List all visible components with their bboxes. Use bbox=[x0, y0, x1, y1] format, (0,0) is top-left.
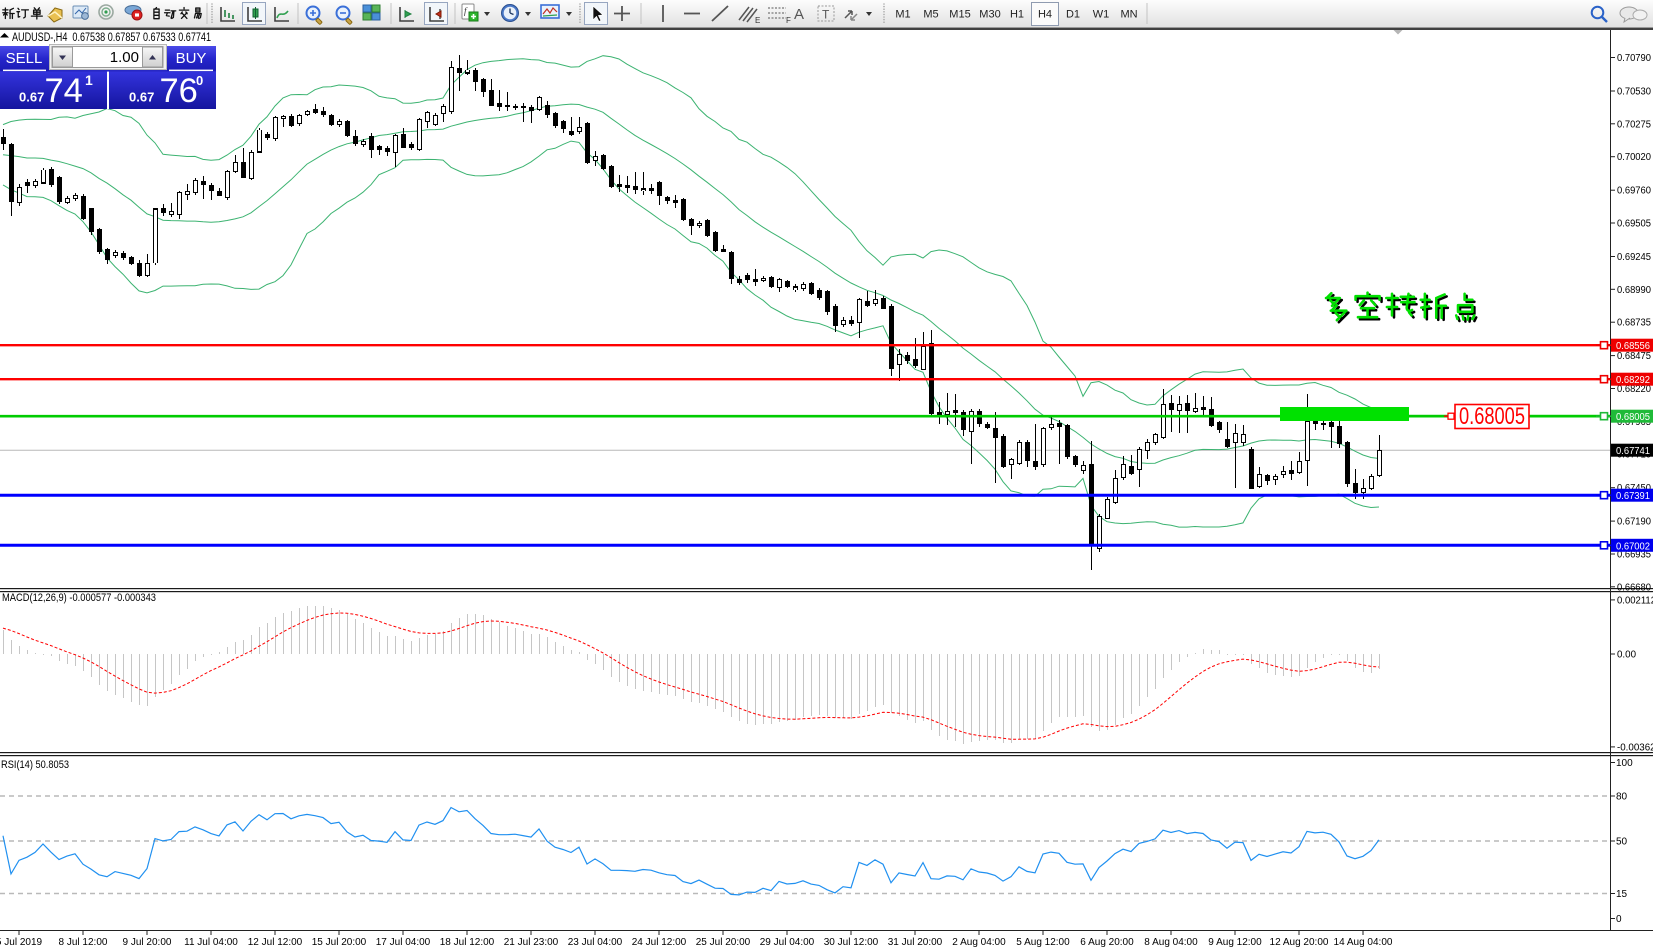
svg-text:5 Jul 2019: 5 Jul 2019 bbox=[0, 937, 43, 948]
svg-text:100: 100 bbox=[1616, 758, 1633, 769]
svg-text:MN: MN bbox=[1120, 9, 1137, 21]
svg-text:M5: M5 bbox=[923, 9, 938, 21]
svg-text:0.67: 0.67 bbox=[129, 90, 154, 105]
svg-text:MACD(12,26,9) -0.000577 -0.000: MACD(12,26,9) -0.000577 -0.000343 bbox=[2, 592, 156, 604]
svg-text:RSI(14) 50.8053: RSI(14) 50.8053 bbox=[1, 759, 69, 771]
svg-text:SELL: SELL bbox=[6, 50, 43, 67]
svg-text:0.70020: 0.70020 bbox=[1617, 152, 1651, 163]
svg-text:T: T bbox=[822, 8, 830, 22]
svg-text:2 Aug 04:00: 2 Aug 04:00 bbox=[952, 937, 1006, 948]
svg-text:80: 80 bbox=[1616, 792, 1628, 803]
svg-text:0.67190: 0.67190 bbox=[1617, 517, 1651, 528]
svg-text:17 Jul 04:00: 17 Jul 04:00 bbox=[376, 937, 431, 948]
svg-text:9 Jul 20:00: 9 Jul 20:00 bbox=[123, 937, 172, 948]
svg-text:0.67391: 0.67391 bbox=[1616, 491, 1650, 502]
svg-text:-0.003622: -0.003622 bbox=[1617, 742, 1653, 753]
svg-text:0.69245: 0.69245 bbox=[1617, 252, 1651, 263]
svg-text:76: 76 bbox=[160, 72, 198, 110]
svg-text:0.00: 0.00 bbox=[1617, 650, 1636, 661]
svg-text:M30: M30 bbox=[979, 9, 1000, 21]
svg-text:0.68005: 0.68005 bbox=[1616, 412, 1650, 423]
svg-text:AUDUSD-,H4 0.67538 0.67857 0.: AUDUSD-,H4 0.67538 0.67857 0.67533 0.677… bbox=[12, 32, 211, 44]
svg-text:M1: M1 bbox=[895, 9, 910, 21]
svg-text:25 Jul 20:00: 25 Jul 20:00 bbox=[696, 937, 751, 948]
svg-text:0.70790: 0.70790 bbox=[1617, 53, 1651, 64]
svg-text:0.68556: 0.68556 bbox=[1616, 341, 1650, 352]
svg-text:F: F bbox=[786, 16, 791, 25]
svg-text:0.68005: 0.68005 bbox=[1459, 403, 1525, 430]
svg-text:0.70275: 0.70275 bbox=[1617, 119, 1651, 130]
svg-text:E: E bbox=[755, 16, 760, 25]
svg-text:0.69760: 0.69760 bbox=[1617, 186, 1651, 197]
svg-text:8 Jul 12:00: 8 Jul 12:00 bbox=[59, 937, 108, 948]
svg-text:18 Jul 12:00: 18 Jul 12:00 bbox=[440, 937, 495, 948]
svg-text:0.67: 0.67 bbox=[19, 90, 44, 105]
svg-text:74: 74 bbox=[45, 72, 83, 110]
svg-text:M15: M15 bbox=[949, 9, 970, 21]
svg-text:0.002112: 0.002112 bbox=[1617, 595, 1653, 606]
svg-text:12 Aug 20:00: 12 Aug 20:00 bbox=[1270, 937, 1329, 948]
svg-text:14 Aug 04:00: 14 Aug 04:00 bbox=[1334, 937, 1393, 948]
svg-text:8 Aug 04:00: 8 Aug 04:00 bbox=[1144, 937, 1198, 948]
svg-text:0.70530: 0.70530 bbox=[1617, 87, 1651, 98]
svg-text:23 Jul 04:00: 23 Jul 04:00 bbox=[568, 937, 623, 948]
svg-text:A: A bbox=[794, 6, 804, 23]
svg-text:H1: H1 bbox=[1010, 9, 1024, 21]
svg-text:50: 50 bbox=[1616, 837, 1628, 848]
svg-text:BUY: BUY bbox=[176, 50, 207, 67]
svg-text:0: 0 bbox=[1616, 914, 1622, 925]
svg-text:0.68735: 0.68735 bbox=[1617, 318, 1651, 329]
svg-text:6 Aug 20:00: 6 Aug 20:00 bbox=[1080, 937, 1134, 948]
svg-text:15 Jul 20:00: 15 Jul 20:00 bbox=[312, 937, 367, 948]
svg-text:9 Aug 12:00: 9 Aug 12:00 bbox=[1208, 937, 1262, 948]
svg-text:0: 0 bbox=[196, 73, 203, 88]
svg-text:1: 1 bbox=[85, 72, 93, 88]
svg-text:24 Jul 12:00: 24 Jul 12:00 bbox=[632, 937, 687, 948]
svg-text:0.67002: 0.67002 bbox=[1616, 541, 1650, 552]
svg-text:0.68475: 0.68475 bbox=[1617, 351, 1651, 362]
svg-text:H4: H4 bbox=[1038, 9, 1052, 21]
svg-text:0.68220: 0.68220 bbox=[1617, 384, 1651, 395]
svg-text:1.00: 1.00 bbox=[110, 49, 139, 66]
svg-text:0.66935: 0.66935 bbox=[1617, 550, 1651, 561]
svg-text:15: 15 bbox=[1616, 889, 1628, 900]
svg-text:W1: W1 bbox=[1093, 9, 1110, 21]
svg-text:12 Jul 12:00: 12 Jul 12:00 bbox=[248, 937, 303, 948]
svg-text:21 Jul 23:00: 21 Jul 23:00 bbox=[504, 937, 559, 948]
svg-text:0.68990: 0.68990 bbox=[1617, 285, 1651, 296]
svg-text:11 Jul 04:00: 11 Jul 04:00 bbox=[184, 937, 238, 948]
svg-text:0.66680: 0.66680 bbox=[1617, 582, 1651, 593]
svg-text:f: f bbox=[464, 6, 468, 16]
svg-text:29 Jul 04:00: 29 Jul 04:00 bbox=[760, 937, 815, 948]
svg-text:31 Jul 20:00: 31 Jul 20:00 bbox=[888, 937, 943, 948]
svg-text:D1: D1 bbox=[1066, 9, 1080, 21]
svg-text:0.68292: 0.68292 bbox=[1616, 375, 1650, 386]
svg-text:30 Jul 12:00: 30 Jul 12:00 bbox=[824, 937, 879, 948]
svg-text:0.69505: 0.69505 bbox=[1617, 219, 1651, 230]
svg-text:5 Aug 12:00: 5 Aug 12:00 bbox=[1016, 937, 1070, 948]
svg-text:0.67741: 0.67741 bbox=[1616, 446, 1650, 457]
